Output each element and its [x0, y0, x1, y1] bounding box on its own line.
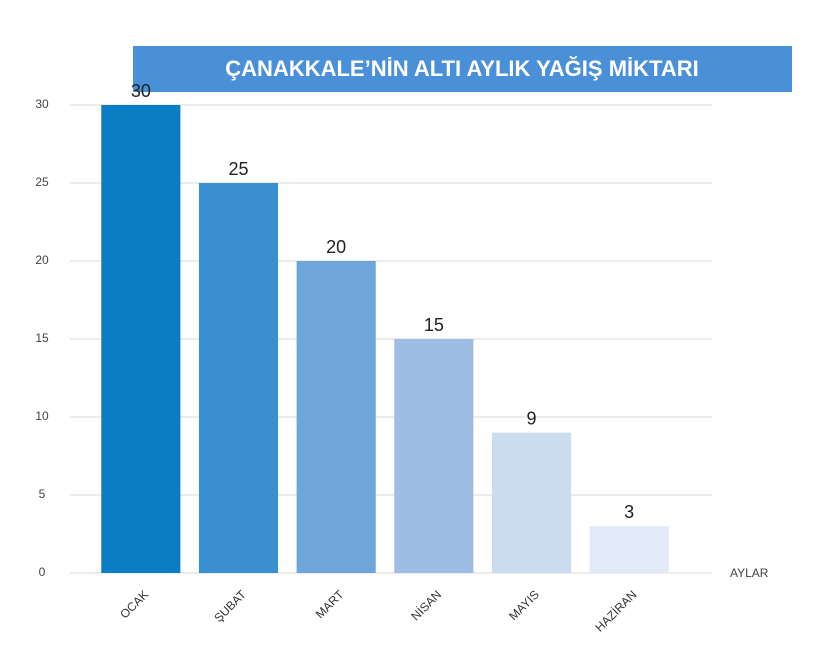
- y-tick-label: 20: [35, 253, 49, 267]
- data-label: 3: [624, 502, 634, 522]
- title-box: [133, 46, 792, 92]
- x-tick-label: HAZİRAN: [592, 587, 639, 634]
- chart-title: ÇANAKKALE’NİN ALTI AYLIK YAĞIŞ MİKTARI: [225, 56, 698, 81]
- x-tick-label: OCAK: [117, 587, 151, 621]
- x-tick-label: ŞUBAT: [211, 587, 249, 625]
- bar: [198, 183, 279, 573]
- data-label: 25: [228, 159, 248, 179]
- bar: [589, 526, 669, 573]
- bar: [296, 261, 376, 573]
- x-tick-label: NİSAN: [408, 587, 444, 623]
- data-label: 9: [526, 408, 536, 428]
- y-tick-label: 10: [35, 409, 49, 423]
- y-tick-label: 25: [35, 175, 49, 189]
- x-tick-label: MAYIS: [506, 587, 542, 623]
- y-tick-label: 5: [39, 487, 46, 501]
- x-tick-label: MART: [313, 587, 347, 621]
- bar: [491, 432, 572, 573]
- data-label: 20: [326, 237, 346, 257]
- y-tick-label: 30: [35, 97, 49, 111]
- bar: [101, 105, 181, 573]
- y-tick-label: 0: [39, 565, 46, 579]
- bar: [394, 339, 474, 573]
- x-axis-label: AYLAR: [730, 566, 769, 580]
- data-label: 15: [424, 315, 444, 335]
- data-label: 30: [131, 81, 151, 101]
- y-tick-label: 15: [35, 331, 49, 345]
